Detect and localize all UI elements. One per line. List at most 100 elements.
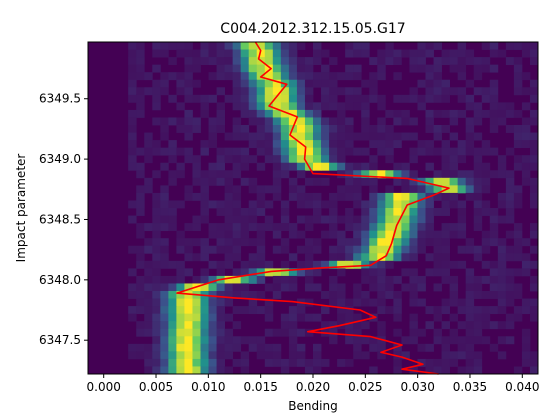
heat-cell bbox=[280, 49, 290, 58]
heat-cell bbox=[240, 230, 250, 239]
heat-cell bbox=[280, 208, 290, 216]
heat-cell bbox=[345, 162, 354, 171]
heat-cell bbox=[337, 268, 346, 277]
heat-cell bbox=[329, 215, 338, 224]
heat-cell bbox=[232, 343, 242, 352]
heat-cell bbox=[296, 155, 306, 164]
heat-cell bbox=[457, 366, 467, 375]
heat-cell bbox=[264, 140, 274, 149]
heat-cell bbox=[256, 238, 266, 247]
heat-cell bbox=[128, 245, 137, 254]
heat-cell bbox=[264, 79, 274, 88]
heat-cell bbox=[264, 260, 274, 269]
heat-cell bbox=[160, 343, 169, 352]
heat-cell bbox=[296, 351, 306, 360]
heat-cell bbox=[417, 200, 426, 209]
heat-cell bbox=[473, 117, 483, 126]
heat-cell bbox=[192, 57, 201, 66]
heat-cell bbox=[441, 268, 451, 277]
heat-cell bbox=[441, 366, 451, 375]
heat-cell bbox=[168, 313, 177, 322]
heat-cell bbox=[288, 79, 298, 88]
heat-cell bbox=[481, 208, 491, 216]
heat-cell bbox=[304, 238, 314, 247]
heat-cell bbox=[417, 64, 426, 73]
heat-cell bbox=[441, 49, 451, 58]
heat-cell bbox=[345, 328, 354, 337]
heat-cell bbox=[353, 49, 362, 58]
heat-cell bbox=[433, 94, 442, 103]
heat-cell bbox=[232, 72, 242, 81]
heat-cell bbox=[361, 109, 370, 118]
heat-cell bbox=[128, 351, 137, 360]
heat-cell bbox=[184, 147, 193, 156]
heat-cell bbox=[497, 351, 507, 360]
heat-cell bbox=[377, 64, 386, 73]
heat-cell bbox=[288, 283, 298, 292]
heat-cell bbox=[433, 366, 442, 375]
y-tick-label: 6349.5 bbox=[39, 92, 81, 106]
heat-cell bbox=[473, 313, 483, 322]
heat-cell bbox=[513, 313, 523, 322]
heat-cell bbox=[473, 185, 483, 194]
heat-cell bbox=[369, 170, 378, 179]
heat-cell bbox=[393, 366, 402, 375]
heat-cell bbox=[409, 185, 418, 194]
heat-cell bbox=[280, 328, 290, 337]
heat-cell bbox=[296, 230, 306, 239]
heat-cell bbox=[321, 117, 330, 126]
heat-cell bbox=[337, 125, 346, 133]
heat-cell bbox=[521, 298, 531, 307]
heat-cell bbox=[272, 140, 282, 149]
heat-cell bbox=[296, 102, 306, 111]
heat-cell bbox=[152, 208, 161, 216]
heat-cell bbox=[417, 215, 426, 224]
heat-cell bbox=[144, 306, 153, 315]
heat-cell bbox=[272, 230, 282, 239]
heat-cell bbox=[353, 72, 362, 81]
heat-cell bbox=[409, 336, 418, 345]
heat-cell bbox=[200, 200, 209, 209]
heat-cell bbox=[409, 245, 418, 254]
heat-cell bbox=[457, 336, 467, 345]
heat-cell bbox=[288, 336, 298, 345]
heat-cell bbox=[425, 79, 434, 88]
heat-cell bbox=[248, 253, 258, 262]
heat-cell bbox=[216, 147, 226, 156]
heat-cell bbox=[377, 102, 386, 111]
y-tick-label: 6348.0 bbox=[39, 273, 81, 287]
heat-cell bbox=[313, 132, 322, 141]
heat-cell bbox=[425, 125, 434, 133]
heat-cell bbox=[361, 102, 370, 111]
heat-cell bbox=[264, 72, 274, 81]
heat-cell bbox=[192, 215, 201, 224]
heat-cell bbox=[393, 94, 402, 103]
heat-cell bbox=[377, 328, 386, 337]
heat-cell bbox=[409, 321, 418, 330]
heat-cell bbox=[465, 49, 475, 58]
heat-cell bbox=[393, 162, 402, 171]
heat-cell bbox=[465, 192, 475, 201]
heat-cell bbox=[160, 260, 169, 269]
heat-cell bbox=[473, 291, 483, 299]
heat-cell bbox=[184, 57, 193, 66]
heat-cell bbox=[473, 64, 483, 73]
heat-cell bbox=[385, 109, 394, 118]
heat-cell bbox=[288, 162, 298, 171]
heat-cell bbox=[361, 147, 370, 156]
heat-cell bbox=[337, 230, 346, 239]
heat-cell bbox=[441, 208, 451, 216]
heat-cell bbox=[481, 260, 491, 269]
heat-cell bbox=[313, 192, 322, 201]
heat-cell bbox=[136, 275, 145, 284]
heat-cell bbox=[128, 313, 137, 322]
heat-cell bbox=[329, 147, 338, 156]
heat-cell bbox=[465, 79, 475, 88]
heat-cell bbox=[184, 132, 193, 141]
heat-cell bbox=[240, 125, 250, 133]
heat-cell bbox=[232, 147, 242, 156]
heat-cell bbox=[425, 140, 434, 149]
heat-cell bbox=[128, 132, 137, 141]
heat-cell bbox=[329, 245, 338, 254]
heat-cell bbox=[441, 87, 451, 96]
